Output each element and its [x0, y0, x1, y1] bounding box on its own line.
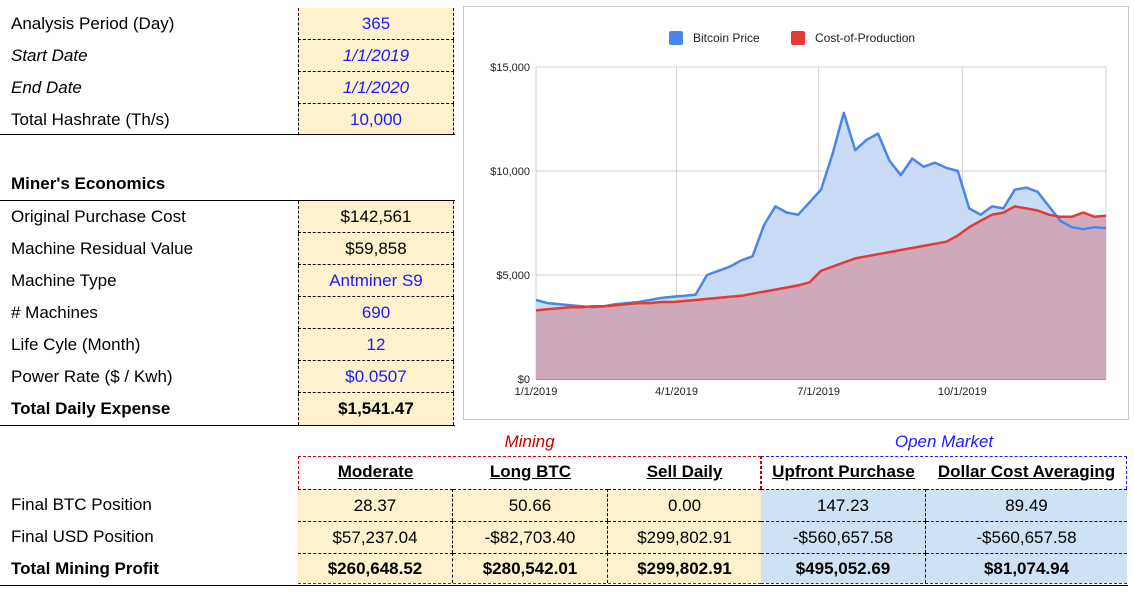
- result-cell: $81,074.94: [926, 553, 1127, 583]
- col-header-dollar-cost-averaging: Dollar Cost Averaging: [937, 462, 1116, 481]
- life-cycle-value[interactable]: 12: [298, 329, 454, 361]
- divider: [0, 134, 455, 135]
- x-tick-label: 4/1/2019: [655, 386, 698, 398]
- end-date-value[interactable]: 1/1/2020: [298, 72, 454, 104]
- residual-value-label: Machine Residual Value: [11, 239, 194, 258]
- hashrate-value[interactable]: 10,000: [298, 104, 454, 135]
- power-rate-value[interactable]: $0.0507: [298, 361, 454, 393]
- mining-group-label: Mining: [504, 431, 555, 451]
- result-cell: 50.66: [453, 489, 608, 521]
- result-cell: $57,237.04: [298, 521, 453, 553]
- legend-label: Cost-of-Production: [815, 31, 915, 45]
- daily-expense-label: Total Daily Expense: [11, 399, 171, 418]
- x-tick-label: 1/1/2019: [515, 386, 558, 398]
- analysis-period-label: Analysis Period (Day): [11, 14, 175, 33]
- divider: [0, 425, 455, 426]
- legend-swatch: [791, 31, 805, 45]
- machines-label: # Machines: [11, 303, 98, 322]
- col-header-upfront-purchase: Upfront Purchase: [772, 462, 915, 481]
- result-cell: $495,052.69: [761, 553, 926, 583]
- price-chart-svg: $0 $5,000 $10,000 $15,000 1/1/2019 4/1/2019 7/…: [490, 31, 1107, 398]
- daily-expense-value: $1,541.47: [298, 393, 454, 425]
- divider: [0, 200, 455, 201]
- result-cell: -$82,703.40: [453, 521, 608, 553]
- result-row-label: Final USD Position: [11, 527, 154, 546]
- purchase-cost-label: Original Purchase Cost: [11, 207, 186, 226]
- power-rate-label: Power Rate ($ / Kwh): [11, 367, 173, 386]
- machine-type-value[interactable]: Antminer S9: [298, 265, 454, 297]
- result-cell: 0.00: [608, 489, 761, 521]
- x-tick-label: 7/1/2019: [797, 386, 840, 398]
- y-tick-label: $15,000: [490, 62, 530, 74]
- result-cell: $260,648.52: [298, 553, 453, 583]
- result-cell: 28.37: [298, 489, 453, 521]
- purchase-cost-value: $142,561: [298, 201, 454, 233]
- life-cycle-label: Life Cyle (Month): [11, 335, 141, 354]
- result-cell: 89.49: [926, 489, 1127, 521]
- result-cell: -$560,657.58: [926, 521, 1127, 553]
- price-chart: $0 $5,000 $10,000 $15,000 1/1/2019 4/1/2019 7/…: [463, 6, 1129, 420]
- market-group-label: Open Market: [894, 431, 994, 451]
- divider: [0, 585, 1128, 586]
- cost-of-production-line: [535, 205, 1107, 312]
- machines-value[interactable]: 690: [298, 297, 454, 329]
- hashrate-label: Total Hashrate (Th/s): [11, 109, 170, 129]
- col-header-moderate: Moderate: [337, 462, 414, 481]
- legend-label: Bitcoin Price: [693, 31, 760, 45]
- result-cell: $299,802.91: [608, 521, 761, 553]
- machine-type-label: Machine Type: [11, 271, 117, 290]
- start-date-value[interactable]: 1/1/2019: [298, 40, 454, 72]
- y-tick-label: $0: [518, 374, 530, 386]
- cost-of-production-area: [536, 206, 1106, 379]
- legend-swatch: [669, 31, 683, 45]
- start-date-label: Start Date: [11, 46, 88, 65]
- end-date-label: End Date: [11, 78, 82, 97]
- economics-title: Miner's Economics: [11, 174, 166, 193]
- residual-value-value: $59,858: [298, 233, 454, 265]
- result-row-label: Final BTC Position: [11, 495, 152, 514]
- result-row-label: Total Mining Profit: [11, 559, 159, 578]
- y-tick-label: $5,000: [496, 270, 530, 282]
- result-cell: -$560,657.58: [761, 521, 926, 553]
- x-tick-label: 10/1/2019: [938, 386, 987, 398]
- result-cell: $280,542.01: [453, 553, 608, 583]
- result-cell: 147.23: [761, 489, 926, 521]
- analysis-period-value[interactable]: 365: [298, 8, 454, 40]
- col-header-sell-daily: Sell Daily: [646, 462, 723, 481]
- y-tick-label: $10,000: [490, 166, 530, 178]
- col-header-long-btc: Long BTC: [489, 462, 572, 481]
- result-cell: $299,802.91: [608, 553, 761, 583]
